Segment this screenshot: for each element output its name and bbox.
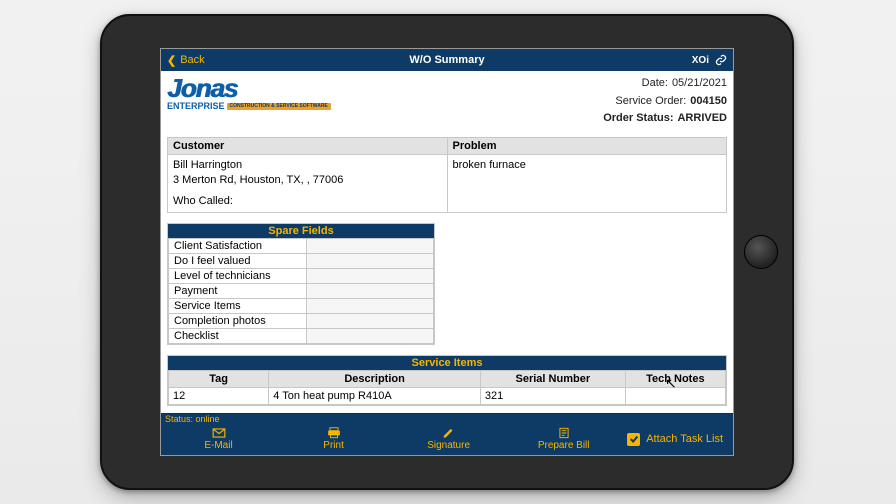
spare-value[interactable] — [306, 268, 433, 283]
signature-label: Signature — [427, 440, 470, 451]
service-order-value: 004150 — [690, 93, 727, 111]
col-serial: Serial Number — [480, 370, 625, 387]
service-items-title: Service Items — [168, 356, 726, 370]
col-description: Description — [269, 370, 481, 387]
spare-value[interactable] — [306, 283, 433, 298]
table-header-row: Tag Description Serial Number Tech Notes — [169, 370, 726, 387]
spare-fields-table: Client Satisfaction Do I feel valued Lev… — [168, 238, 434, 344]
signature-icon — [442, 427, 456, 439]
email-button[interactable]: E-Mail — [161, 423, 276, 455]
spare-value[interactable] — [306, 253, 433, 268]
link-icon[interactable] — [715, 54, 727, 66]
status-bar: Status: online — [161, 413, 733, 423]
topbar-right: XOi — [692, 54, 727, 66]
xoi-button[interactable]: XOi — [692, 55, 709, 66]
problem-header: Problem — [448, 138, 727, 155]
date-label: Date: — [642, 75, 668, 93]
table-row: Do I feel valued — [169, 253, 434, 268]
spare-label: Client Satisfaction — [169, 238, 307, 253]
print-label: Print — [323, 440, 344, 451]
back-arrow-icon: ❮ — [167, 54, 176, 67]
print-icon — [327, 427, 341, 439]
tablet-home-button[interactable] — [744, 235, 778, 269]
problem-body: broken furnace — [448, 155, 727, 209]
table-row: Payment — [169, 283, 434, 298]
desktop-background: ❮ Back W/O Summary XOi Jonas — [0, 0, 896, 504]
customer-problem-block: Customer Bill Harrington 3 Merton Rd, Ho… — [167, 137, 727, 213]
table-row: Checklist — [169, 328, 434, 343]
back-label: Back — [180, 54, 204, 66]
content-area: Jonas ENTERPRISE CONSTRUCTION & SERVICE … — [161, 71, 733, 413]
cell-tech-notes[interactable] — [625, 387, 725, 404]
signature-button[interactable]: Signature — [391, 423, 506, 455]
email-label: E-Mail — [204, 440, 232, 451]
table-row: Level of technicians — [169, 268, 434, 283]
app-screen: ❮ Back W/O Summary XOi Jonas — [160, 48, 734, 456]
tablet-frame: ❮ Back W/O Summary XOi Jonas — [100, 14, 794, 490]
customer-column: Customer Bill Harrington 3 Merton Rd, Ho… — [168, 138, 448, 212]
spare-label: Payment — [169, 283, 307, 298]
who-called-label: Who Called: — [173, 194, 442, 209]
spare-value[interactable] — [306, 313, 433, 328]
spare-label: Do I feel valued — [169, 253, 307, 268]
service-items-panel: Service Items Tag Description Serial Num… — [167, 355, 727, 406]
company-logo: Jonas ENTERPRISE CONSTRUCTION & SERVICE … — [167, 75, 287, 129]
table-row: Completion photos — [169, 313, 434, 328]
email-icon — [212, 427, 226, 439]
service-items-table: Tag Description Serial Number Tech Notes… — [168, 370, 726, 405]
col-tag: Tag — [169, 370, 269, 387]
logo-sub-row: ENTERPRISE CONSTRUCTION & SERVICE SOFTWA… — [167, 101, 287, 111]
date-value: 05/21/2021 — [672, 75, 727, 93]
prepare-bill-icon — [557, 427, 571, 439]
checkbox-checked-icon — [627, 433, 640, 446]
spare-fields-title: Spare Fields — [168, 224, 434, 238]
table-row: 12 4 Ton heat pump R410A 321 — [169, 387, 726, 404]
page-title: W/O Summary — [409, 54, 484, 66]
footer-toolbar: E-Mail Print Signature Prepare Bill — [161, 423, 733, 455]
table-row: Client Satisfaction — [169, 238, 434, 253]
problem-text: broken furnace — [453, 158, 722, 173]
top-bar: ❮ Back W/O Summary XOi — [161, 49, 733, 71]
attach-task-list-button[interactable]: Attach Task List — [621, 433, 733, 446]
spare-value[interactable] — [306, 298, 433, 313]
logo-main-text: Jonas — [167, 75, 287, 101]
spare-label: Checklist — [169, 328, 307, 343]
spare-value[interactable] — [306, 328, 433, 343]
customer-body: Bill Harrington 3 Merton Rd, Houston, TX… — [168, 155, 447, 212]
problem-column: Problem broken furnace — [448, 138, 727, 212]
customer-header: Customer — [168, 138, 447, 155]
customer-address: 3 Merton Rd, Houston, TX, , 77006 — [173, 173, 442, 188]
spare-label: Level of technicians — [169, 268, 307, 283]
prepare-bill-button[interactable]: Prepare Bill — [506, 423, 621, 455]
spare-label: Completion photos — [169, 313, 307, 328]
service-order-label: Service Order: — [615, 93, 686, 111]
header-meta: Date: 05/21/2021 Service Order: 004150 O… — [603, 75, 727, 128]
spare-value[interactable] — [306, 238, 433, 253]
prepare-bill-label: Prepare Bill — [538, 440, 590, 451]
attach-task-list-label: Attach Task List — [646, 433, 723, 445]
customer-name: Bill Harrington — [173, 158, 442, 173]
logo-sub-text: ENTERPRISE — [167, 101, 225, 111]
cell-description[interactable]: 4 Ton heat pump R410A — [269, 387, 481, 404]
col-tech-notes: Tech Notes — [625, 370, 725, 387]
spare-label: Service Items — [169, 298, 307, 313]
back-button[interactable]: ❮ Back — [161, 54, 205, 67]
cell-tag[interactable]: 12 — [169, 387, 269, 404]
header-row: Jonas ENTERPRISE CONSTRUCTION & SERVICE … — [167, 75, 727, 129]
cell-serial[interactable]: 321 — [480, 387, 625, 404]
print-button[interactable]: Print — [276, 423, 391, 455]
order-status-label: Order Status: — [603, 110, 673, 128]
spare-fields-panel: Spare Fields Client Satisfaction Do I fe… — [167, 223, 435, 345]
order-status-value: ARRIVED — [677, 110, 727, 128]
table-row: Service Items — [169, 298, 434, 313]
logo-badge: CONSTRUCTION & SERVICE SOFTWARE — [227, 103, 331, 110]
